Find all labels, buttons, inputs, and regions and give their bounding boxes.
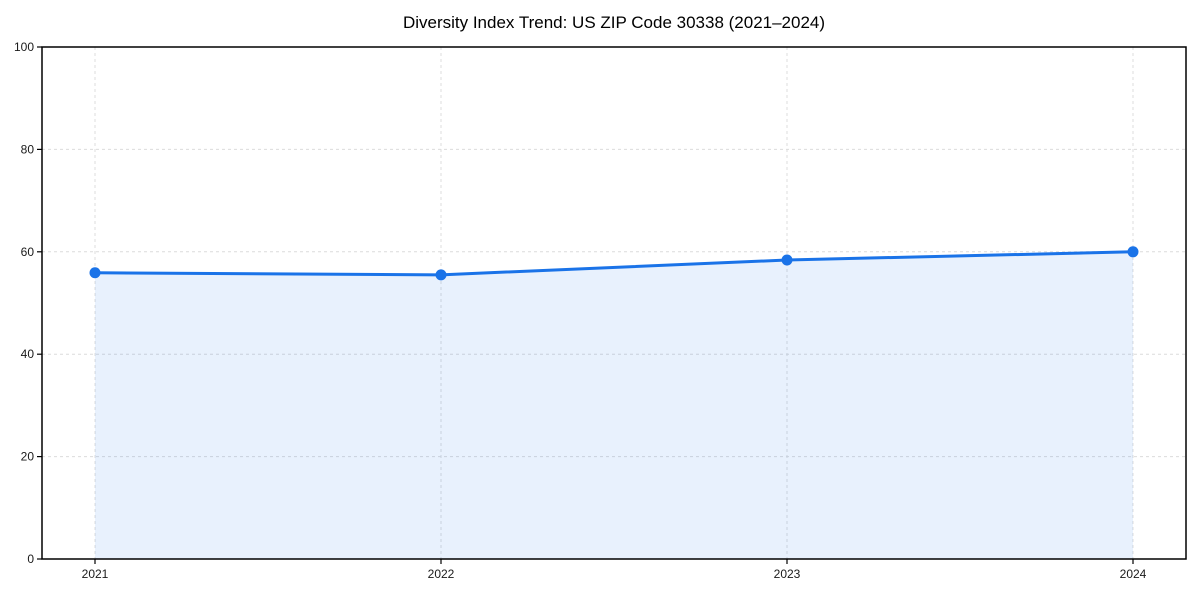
y-tick-label: 100 <box>14 40 34 54</box>
data-point-2023 <box>781 254 793 266</box>
data-point-2021 <box>89 267 101 279</box>
x-tick-label: 2022 <box>428 567 455 581</box>
chart-title: Diversity Index Trend: US ZIP Code 30338… <box>402 13 826 32</box>
x-tick-label: 2021 <box>82 567 109 581</box>
y-tick-label: 80 <box>21 142 35 156</box>
data-point-2024 <box>1127 246 1139 258</box>
y-tick-label: 40 <box>21 347 35 361</box>
plot-border <box>41 46 1187 560</box>
trend-line <box>93 250 1135 277</box>
y-tick-label: 60 <box>21 245 35 259</box>
y-tick-label: 20 <box>21 450 35 464</box>
data-point-2022 <box>435 269 447 281</box>
area-fill <box>95 251 1133 560</box>
y-tick-label: 0 <box>27 552 34 566</box>
x-tick-label: 2023 <box>774 567 801 581</box>
x-tick-label: 2024 <box>1120 567 1147 581</box>
